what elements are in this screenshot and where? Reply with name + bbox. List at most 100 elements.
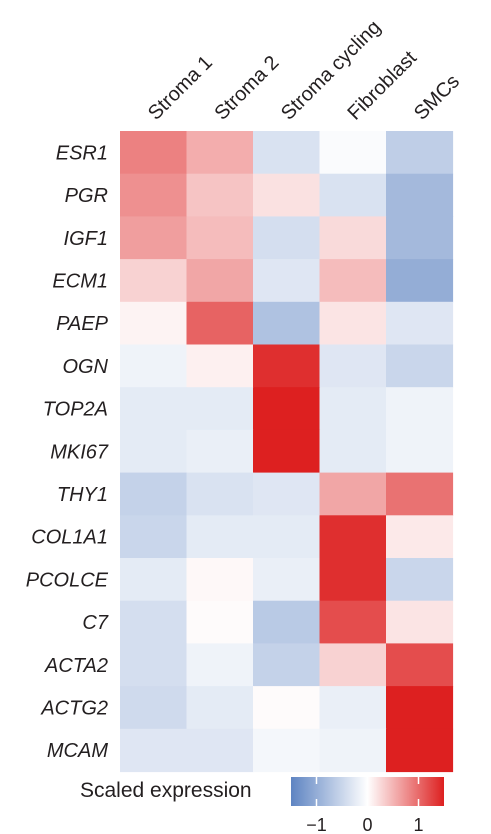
heatmap-cell: [120, 429, 188, 474]
row-label: PAEP: [56, 313, 109, 335]
row-label: PGR: [65, 185, 108, 207]
heatmap-cell: [186, 387, 254, 431]
heatmap-cell: [186, 173, 254, 217]
heatmap-cell: [186, 643, 254, 687]
heatmap-cell: [386, 515, 454, 559]
heatmap-cell: [253, 515, 321, 559]
heatmap-cell: [253, 728, 321, 773]
heatmap-cell: [386, 600, 454, 644]
heatmap-cell: [120, 173, 188, 217]
colorbar: Scaled expression −1 0 1: [80, 777, 444, 834]
heatmap-cell: [386, 643, 454, 687]
heatmap-cell: [253, 216, 321, 260]
heatmap-cell: [319, 600, 387, 644]
heatmap-cell: [253, 259, 321, 303]
row-label: C7: [82, 612, 108, 634]
heatmap-cell: [120, 472, 188, 516]
row-label: PCOLCE: [26, 569, 109, 591]
heatmap-cell: [186, 131, 254, 175]
heatmap-cell: [319, 558, 387, 602]
heatmap-cell: [186, 515, 254, 559]
column-label: Stroma 1: [144, 52, 217, 125]
heatmap-cell: [186, 216, 254, 260]
heatmap-cell: [253, 429, 321, 474]
heatmap-cell: [319, 301, 387, 346]
heatmap-cell: [386, 686, 454, 730]
colorbar-tick-label: 1: [413, 815, 423, 834]
row-label: MKI67: [50, 441, 109, 463]
row-label: COL1A1: [31, 527, 108, 549]
heatmap-cell: [386, 173, 454, 217]
colorbar-tick-label: −1: [306, 815, 327, 834]
heatmap-cell: [120, 259, 188, 303]
colorbar-label: Scaled expression: [80, 779, 252, 802]
heatmap-cell: [186, 558, 254, 602]
heatmap-cell: [386, 344, 454, 388]
heatmap-cell: [186, 429, 254, 474]
row-label: OGN: [62, 356, 108, 378]
row-label: ESR1: [56, 142, 108, 164]
heatmap-cell: [253, 387, 321, 431]
heatmap-cell: [253, 301, 321, 346]
heatmap-cell: [319, 728, 387, 773]
heatmap-cell: [186, 472, 254, 516]
heatmap-cell: [319, 643, 387, 687]
heatmap-cell: [120, 216, 188, 260]
heatmap-cell: [386, 259, 454, 303]
row-label: ECM1: [52, 270, 108, 292]
heatmap-cell: [186, 600, 254, 644]
heatmap-cell: [386, 301, 454, 346]
heatmap-cell: [120, 600, 188, 644]
heatmap-cell: [186, 686, 254, 730]
column-label: Stroma 2: [210, 52, 283, 125]
heatmap-cell: [386, 387, 454, 431]
heatmap-cell: [253, 558, 321, 602]
row-label: THY1: [57, 484, 108, 506]
heatmap-cell: [386, 216, 454, 260]
heatmap-cell: [319, 216, 387, 260]
row-label: TOP2A: [43, 399, 108, 421]
heatmap-cell: [319, 472, 387, 516]
heatmap-cell: [319, 344, 387, 388]
heatmap-cell: [253, 643, 321, 687]
heatmap-cell: [386, 558, 454, 602]
heatmap-cell: [386, 131, 454, 175]
heatmap-cell: [253, 131, 321, 175]
heatmap-cell: [253, 600, 321, 644]
heatmap-cell: [120, 643, 188, 687]
heatmap-cell: [319, 429, 387, 474]
heatmap-cell: [386, 472, 454, 516]
heatmap-cell: [120, 387, 188, 431]
heatmap-cell: [120, 728, 188, 773]
heatmap-cell: [253, 472, 321, 516]
heatmap-cell: [319, 259, 387, 303]
heatmap-cell: [120, 515, 188, 559]
heatmap-cell: [319, 131, 387, 175]
heatmap-cell: [386, 728, 454, 773]
heatmap-cell: [186, 301, 254, 346]
heatmap-cell: [319, 515, 387, 559]
column-label: SMCs: [410, 70, 464, 124]
row-labels: ESR1 PGR IGF1 ECM1 PAEP OGN TOP2A MKI67 THY1 COL1…: [26, 142, 109, 762]
heatmap-cell: [319, 686, 387, 730]
heatmap-cells: [120, 131, 454, 773]
heatmap-cell: [120, 344, 188, 388]
heatmap-cell: [319, 387, 387, 431]
heatmap-cell: [186, 344, 254, 388]
heatmap-cell: [186, 259, 254, 303]
heatmap-cell: [253, 686, 321, 730]
heatmap-cell: [120, 558, 188, 602]
heatmap-cell: [186, 728, 254, 773]
row-label: MCAM: [47, 740, 108, 762]
heatmap-cell: [319, 173, 387, 217]
row-label: ACTG2: [40, 697, 108, 719]
colorbar-ticks: −1 0 1: [306, 777, 424, 834]
heatmap-cell: [386, 429, 454, 474]
heatmap-cell: [120, 131, 188, 175]
row-label: ACTA2: [44, 655, 108, 677]
heatmap-cell: [120, 301, 188, 346]
heatmap-cell: [253, 173, 321, 217]
heatmap-cell: [120, 686, 188, 730]
